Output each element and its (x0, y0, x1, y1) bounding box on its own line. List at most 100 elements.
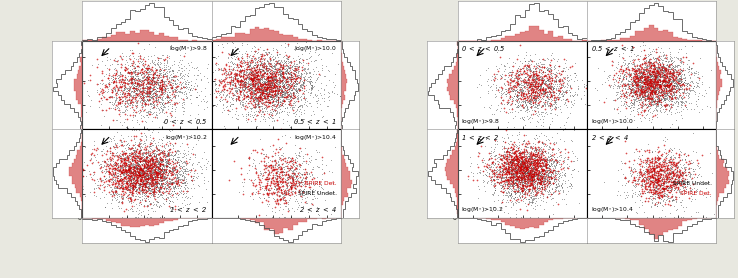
Point (504, 78, 516, 82)
Point (230, 57, 241, 62)
Point (126, 209, 138, 214)
Point (280, 192, 292, 197)
Point (241, 42, 252, 46)
Point (505, 110, 517, 114)
Point (308, 183, 320, 187)
Point (514, 165, 526, 169)
Point (638, 88, 650, 92)
Point (155, 167, 167, 172)
Point (545, 173, 556, 177)
Point (294, 184, 306, 188)
Point (655, 201, 666, 205)
Point (636, 73, 648, 78)
Point (139, 162, 151, 167)
Point (505, 175, 517, 180)
Point (107, 152, 119, 157)
Point (142, 98, 154, 103)
Point (284, 176, 296, 181)
Point (146, 102, 158, 106)
Point (653, 183, 665, 187)
Point (92, 152, 103, 157)
Point (113, 179, 125, 184)
Point (103, 163, 115, 167)
Point (664, 71, 676, 75)
Point (233, 58, 245, 62)
Point (173, 89, 184, 94)
Point (618, 172, 630, 176)
Point (235, 73, 246, 78)
Point (533, 93, 545, 98)
Point (683, 82, 695, 86)
Point (515, 93, 527, 97)
Point (663, 178, 675, 183)
Point (153, 80, 165, 85)
Point (250, 77, 262, 81)
Point (122, 208, 134, 212)
Point (250, 96, 262, 100)
Point (604, 84, 615, 88)
Point (250, 99, 262, 104)
Point (683, 185, 695, 189)
Point (677, 166, 689, 171)
Point (139, 101, 151, 106)
Point (133, 173, 145, 178)
Point (146, 83, 158, 88)
Point (683, 95, 694, 100)
Point (641, 177, 652, 181)
Point (533, 113, 545, 118)
Point (269, 163, 280, 167)
Point (312, 97, 324, 102)
Point (290, 174, 302, 179)
Point (658, 83, 670, 88)
Point (114, 80, 126, 84)
Point (218, 108, 230, 113)
Point (526, 171, 538, 176)
Point (638, 174, 650, 179)
Point (241, 60, 253, 65)
Point (643, 167, 655, 172)
Point (522, 188, 534, 192)
Point (246, 54, 258, 58)
Point (154, 161, 166, 165)
Point (687, 86, 699, 91)
Point (291, 166, 303, 170)
Point (207, 59, 218, 64)
Point (518, 139, 530, 143)
Point (163, 56, 175, 61)
Point (146, 95, 158, 100)
Point (524, 158, 536, 162)
Point (314, 213, 325, 217)
Point (647, 56, 659, 60)
Point (263, 64, 275, 68)
Point (640, 80, 652, 84)
Point (646, 95, 658, 99)
Point (280, 79, 292, 83)
Point (265, 112, 277, 116)
Point (151, 153, 162, 158)
Point (275, 146, 287, 150)
Point (669, 85, 681, 89)
Point (656, 81, 668, 85)
Point (549, 105, 561, 110)
Point (257, 91, 269, 96)
Point (135, 72, 147, 77)
Point (631, 92, 643, 97)
Point (251, 77, 263, 82)
Point (548, 79, 560, 83)
Point (202, 80, 214, 84)
Point (281, 68, 293, 72)
Point (266, 116, 277, 120)
Point (134, 166, 146, 170)
Point (655, 125, 666, 130)
Point (514, 180, 526, 185)
Point (162, 104, 173, 108)
Point (176, 57, 187, 62)
Point (636, 74, 648, 78)
Point (630, 71, 642, 76)
Point (104, 63, 116, 67)
Point (512, 183, 524, 187)
Point (677, 80, 689, 85)
Point (646, 76, 658, 80)
Point (651, 83, 663, 88)
Point (662, 93, 674, 98)
